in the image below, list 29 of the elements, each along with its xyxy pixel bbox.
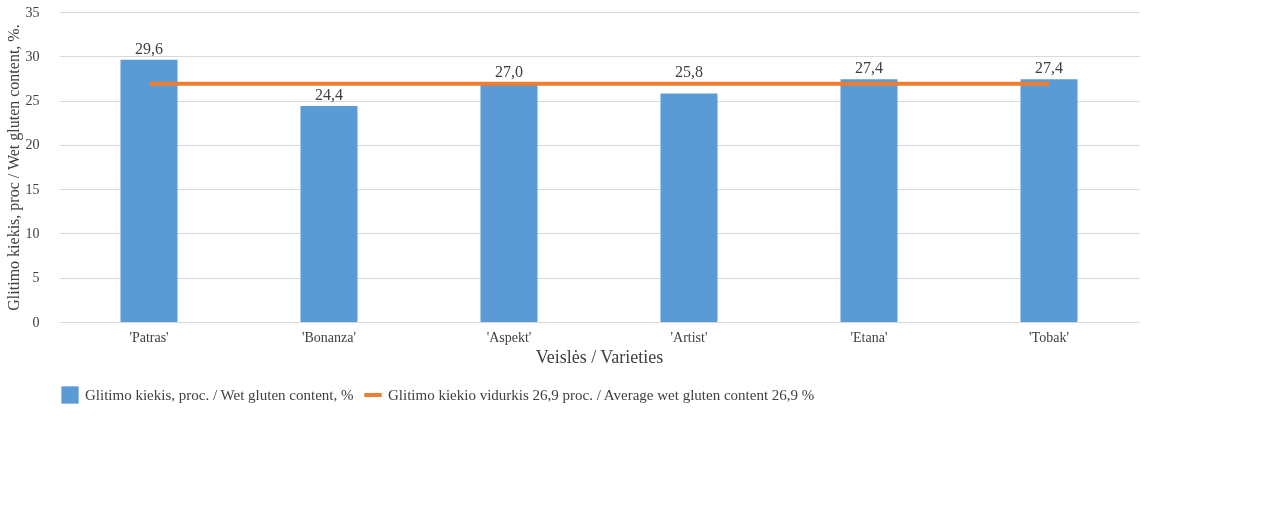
y-tick-label: 20	[25, 137, 40, 153]
x-axis-title: Veislės / Varieties	[535, 346, 664, 367]
y-tick-label: 25	[25, 93, 40, 109]
x-tick-label: 'Etana'	[850, 329, 888, 345]
bar	[1020, 79, 1078, 322]
y-tick-label: 5	[32, 270, 40, 286]
x-tick-label: 'Tobak'	[1029, 329, 1069, 345]
x-tick-label: 'Aspekt'	[486, 329, 532, 345]
legend-label: Glitimo kiekis, proc. / Wet gluten content, %	[85, 387, 354, 403]
bar	[840, 79, 898, 322]
data-label: 29,6	[135, 39, 163, 57]
y-tick-label: 15	[25, 181, 40, 197]
x-tick-label: 'Bonanza'	[301, 329, 357, 345]
y-axis-title: Glitimo kiekis, proc / Wet gluten content, %.	[4, 24, 23, 311]
data-label: 27,0	[495, 62, 523, 80]
y-tick-label: 30	[25, 48, 40, 64]
x-tick-label: 'Patras'	[129, 329, 169, 345]
bar	[120, 59, 178, 322]
y-tick-label: 0	[32, 314, 40, 330]
data-label: 27,4	[855, 59, 883, 77]
data-label: 24,4	[315, 85, 343, 103]
data-label: 27,4	[1035, 59, 1063, 77]
data-label: 25,8	[675, 62, 703, 80]
legend-label: Glitimo kiekio vidurkis 26,9 proc. / Average wet gluten content 26,9 %	[388, 387, 815, 403]
y-tick-label: 35	[25, 4, 40, 20]
bar	[660, 93, 718, 322]
y-tick-label: 10	[25, 225, 40, 241]
bar	[300, 105, 358, 322]
x-tick-label: 'Artist'	[670, 329, 708, 345]
